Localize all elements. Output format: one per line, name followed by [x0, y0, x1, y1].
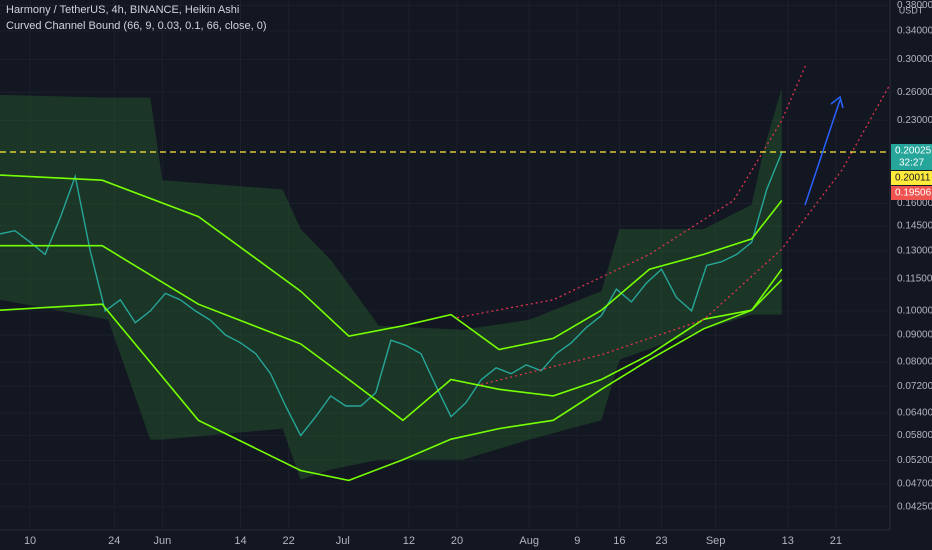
x-tick-label: 24 — [108, 535, 120, 547]
x-tick-label: 20 — [451, 535, 463, 547]
y-tick-label: 0.10000 — [897, 306, 932, 317]
channel-band — [0, 87, 782, 480]
x-tick-label: 16 — [613, 535, 625, 547]
price-label: 0.19506 — [895, 188, 932, 199]
series-line — [0, 174, 783, 351]
y-tick-label: 0.14500 — [897, 221, 932, 232]
x-tick-label: 10 — [24, 535, 36, 547]
series-line — [0, 244, 783, 422]
y-tick-label: 0.38000 — [897, 0, 932, 11]
series-line — [0, 279, 783, 482]
series-line — [0, 152, 783, 437]
x-tick-label: 23 — [655, 535, 667, 547]
x-tick-label: 9 — [574, 535, 580, 547]
plot-area — [0, 64, 891, 482]
x-tick-label: 22 — [283, 535, 295, 547]
x-tick-label: 21 — [830, 535, 842, 547]
x-tick-label: Sep — [706, 535, 726, 547]
x-tick-label: Jun — [153, 535, 171, 547]
y-tick-label: 0.23000 — [897, 115, 932, 126]
y-tick-label: 0.04250 — [897, 501, 932, 512]
y-tick-label: 0.08000 — [897, 357, 932, 368]
x-tick-label: 12 — [403, 535, 415, 547]
arrow — [804, 95, 844, 206]
chart-title: Harmony / TetherUS, 4h, BINANCE, Heikin … — [6, 4, 239, 16]
y-tick-label: 0.13000 — [897, 246, 932, 257]
y-tick-label: 0.34000 — [897, 25, 932, 36]
y-tick-label: 0.04700 — [897, 478, 932, 489]
series-line — [456, 64, 807, 319]
countdown: 32:27 — [899, 158, 924, 169]
price-label: 0.20025 — [895, 146, 932, 157]
price-label-box — [891, 170, 932, 185]
y-tick-label: 0.11500 — [897, 274, 932, 285]
y-tick-label: 0.07200 — [897, 381, 932, 392]
y-tick-label: 0.06400 — [897, 408, 932, 419]
y-tick-label: 0.30000 — [897, 54, 932, 65]
x-tick-label: 13 — [782, 535, 794, 547]
price-label-box — [891, 185, 932, 200]
x-tick-label: Jul — [336, 535, 350, 547]
indicator-label: Curved Channel Bound (66, 9, 0.03, 0.1, … — [6, 20, 267, 32]
x-tick-label: 14 — [234, 535, 246, 547]
y-tick-label: 0.05800 — [897, 430, 932, 441]
price-label: 0.20011 — [895, 173, 931, 184]
axis-unit: USDT — [899, 5, 924, 15]
y-tick-label: 0.09000 — [897, 330, 932, 341]
x-tick-label: Aug — [519, 535, 539, 547]
price-label-box — [891, 143, 932, 170]
y-tick-label: 0.16000 — [897, 198, 932, 209]
y-tick-label: 0.26000 — [897, 87, 932, 98]
y-tick-label: 0.05200 — [897, 455, 932, 466]
